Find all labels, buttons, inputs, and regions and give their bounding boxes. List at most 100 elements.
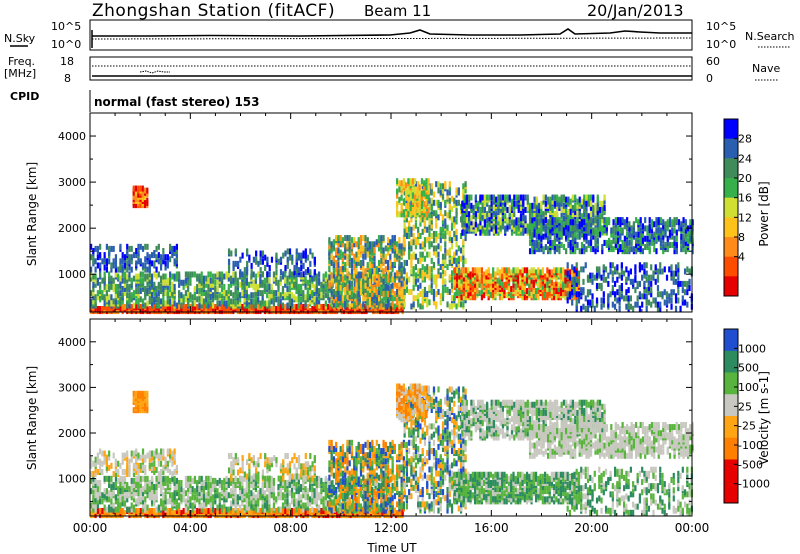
range-gate-cell	[683, 299, 687, 306]
range-gate-cell	[243, 271, 246, 278]
range-gate-cell	[470, 202, 473, 209]
range-gate-cell	[328, 257, 331, 264]
range-gate-cell	[380, 235, 383, 242]
range-gate-cell	[137, 243, 140, 250]
range-gate-cell	[601, 217, 604, 224]
range-gate-cell	[587, 227, 590, 234]
range-gate-cell	[601, 244, 604, 251]
range-gate-cell	[510, 269, 513, 276]
range-gate-cell	[261, 271, 265, 278]
range-gate-cell	[614, 241, 617, 248]
range-gate-cell	[357, 259, 360, 266]
range-gate-cell	[299, 271, 303, 278]
range-gate-cell	[259, 258, 262, 265]
range-gate-cell	[580, 241, 584, 248]
range-gate-cell	[462, 253, 465, 260]
range-gate-cell	[402, 209, 405, 216]
range-gate-cell	[243, 306, 246, 313]
range-gate-cell	[350, 301, 354, 308]
range-gate-cell	[519, 225, 523, 232]
range-gate-cell	[455, 235, 458, 242]
range-gate-cell	[164, 273, 167, 280]
range-gate-cell	[239, 269, 242, 276]
range-gate-cell	[648, 246, 651, 253]
range-gate-cell	[628, 239, 631, 246]
range-gate-cell	[144, 285, 147, 292]
range-gate-cell	[585, 209, 588, 216]
range-gate-cell	[371, 299, 374, 306]
range-gate-cell	[477, 223, 480, 230]
range-gate-cell	[448, 303, 451, 310]
range-gate-cell	[353, 237, 356, 244]
range-gate-cell	[611, 270, 614, 277]
range-gate-cell	[332, 255, 336, 262]
range-gate-cell	[514, 290, 517, 297]
range-gate-cell	[146, 288, 149, 295]
range-gate-cell	[412, 274, 415, 281]
range-gate-cell	[272, 300, 276, 307]
range-gate-cell	[625, 276, 628, 283]
range-gate-cell	[478, 277, 481, 284]
range-gate-cell	[455, 212, 458, 219]
range-gate-cell	[419, 282, 422, 289]
range-gate-cell	[114, 288, 118, 295]
range-gate-cell	[659, 291, 662, 298]
range-gate-cell	[524, 221, 527, 228]
range-gate-cell	[638, 266, 642, 273]
range-gate-cell	[330, 280, 333, 287]
range-gate-cell	[341, 295, 345, 302]
range-gate-cell	[488, 211, 491, 218]
range-gate-cell	[175, 252, 178, 259]
range-gate-cell	[409, 194, 412, 201]
range-gate-cell	[135, 288, 138, 295]
range-gate-cell	[393, 303, 396, 310]
range-gate-cell	[478, 273, 481, 280]
range-gate-cell	[209, 271, 212, 278]
range-gate-cell	[410, 230, 413, 237]
range-gate-cell	[636, 280, 639, 287]
range-gate-cell	[430, 218, 433, 225]
range-gate-cell	[448, 259, 451, 266]
range-gate-cell	[559, 285, 563, 292]
range-gate-cell	[121, 277, 124, 284]
range-gate-cell	[389, 295, 392, 302]
range-gate-cell	[362, 253, 365, 260]
range-gate-cell	[489, 292, 493, 299]
range-gate-cell	[428, 299, 431, 306]
range-gate-cell	[533, 211, 536, 218]
range-gate-cell	[681, 295, 684, 302]
range-gate-cell	[295, 288, 298, 295]
range-gate-cell	[488, 219, 491, 226]
range-gate-cell	[580, 202, 584, 209]
range-gate-cell	[437, 199, 440, 206]
range-gate-cell	[648, 233, 651, 240]
range-gate-cell	[123, 290, 127, 297]
range-gate-cell	[279, 303, 282, 310]
range-gate-cell	[110, 294, 113, 301]
range-gate-cell	[173, 288, 176, 295]
range-gate-cell	[384, 266, 387, 273]
range-gate-cell	[629, 295, 632, 302]
range-gate-cell	[355, 255, 358, 262]
range-gate-cell	[582, 266, 585, 273]
range-gate-cell	[618, 285, 621, 292]
range-gate-cell	[537, 294, 540, 301]
range-gate-cell	[620, 293, 623, 300]
range-gate-cell	[544, 292, 547, 299]
range-gate-cell	[639, 217, 642, 224]
range-gate-cell	[430, 222, 433, 229]
range-gate-cell	[238, 296, 242, 303]
range-gate-cell	[90, 275, 93, 282]
range-gate-cell	[169, 279, 172, 286]
range-gate-cell	[535, 239, 538, 246]
range-gate-cell	[653, 246, 656, 253]
range-gate-cell	[537, 273, 540, 280]
range-gate-cell	[341, 301, 345, 308]
range-gate-cell	[613, 295, 617, 302]
range-gate-cell	[663, 266, 666, 273]
range-gate-cell	[628, 229, 631, 236]
range-gate-cell	[617, 225, 620, 232]
range-gate-cell	[198, 273, 201, 280]
range-gate-cell	[637, 225, 640, 232]
range-gate-cell	[560, 219, 563, 226]
